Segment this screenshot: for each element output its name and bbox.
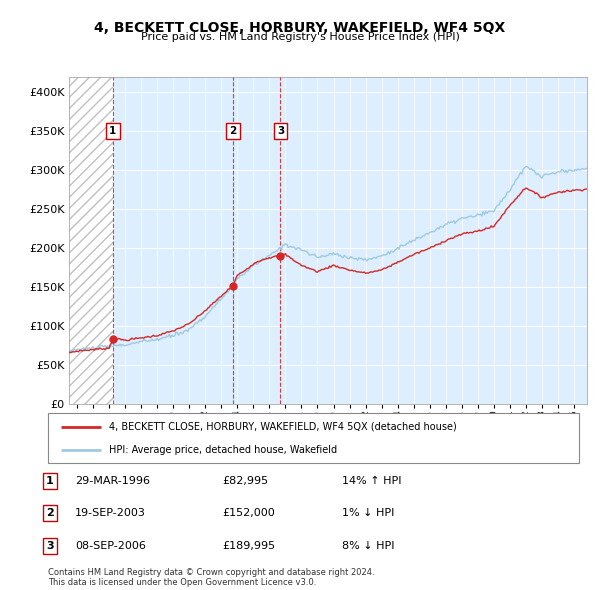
Text: 14% ↑ HPI: 14% ↑ HPI bbox=[342, 476, 401, 486]
Text: 1% ↓ HPI: 1% ↓ HPI bbox=[342, 509, 394, 518]
Text: 08-SEP-2006: 08-SEP-2006 bbox=[75, 541, 146, 550]
Text: 3: 3 bbox=[277, 126, 284, 136]
Text: 8% ↓ HPI: 8% ↓ HPI bbox=[342, 541, 395, 550]
Text: 29-MAR-1996: 29-MAR-1996 bbox=[75, 476, 150, 486]
Text: 4, BECKETT CLOSE, HORBURY, WAKEFIELD, WF4 5QX (detached house): 4, BECKETT CLOSE, HORBURY, WAKEFIELD, WF… bbox=[109, 421, 457, 431]
Text: 2: 2 bbox=[46, 509, 53, 518]
Text: £152,000: £152,000 bbox=[222, 509, 275, 518]
Text: 2: 2 bbox=[229, 126, 236, 136]
Text: 3: 3 bbox=[46, 541, 53, 550]
Text: 4, BECKETT CLOSE, HORBURY, WAKEFIELD, WF4 5QX: 4, BECKETT CLOSE, HORBURY, WAKEFIELD, WF… bbox=[94, 21, 506, 35]
Text: 1: 1 bbox=[109, 126, 116, 136]
Bar bbox=[69, 77, 113, 404]
Text: 1: 1 bbox=[46, 476, 53, 486]
FancyBboxPatch shape bbox=[48, 413, 579, 463]
Text: Price paid vs. HM Land Registry's House Price Index (HPI): Price paid vs. HM Land Registry's House … bbox=[140, 32, 460, 42]
Text: HPI: Average price, detached house, Wakefield: HPI: Average price, detached house, Wake… bbox=[109, 445, 337, 455]
Text: £189,995: £189,995 bbox=[222, 541, 275, 550]
Text: Contains HM Land Registry data © Crown copyright and database right 2024.
This d: Contains HM Land Registry data © Crown c… bbox=[48, 568, 374, 587]
Text: 19-SEP-2003: 19-SEP-2003 bbox=[75, 509, 146, 518]
Text: £82,995: £82,995 bbox=[222, 476, 268, 486]
Bar bbox=[69, 77, 113, 404]
